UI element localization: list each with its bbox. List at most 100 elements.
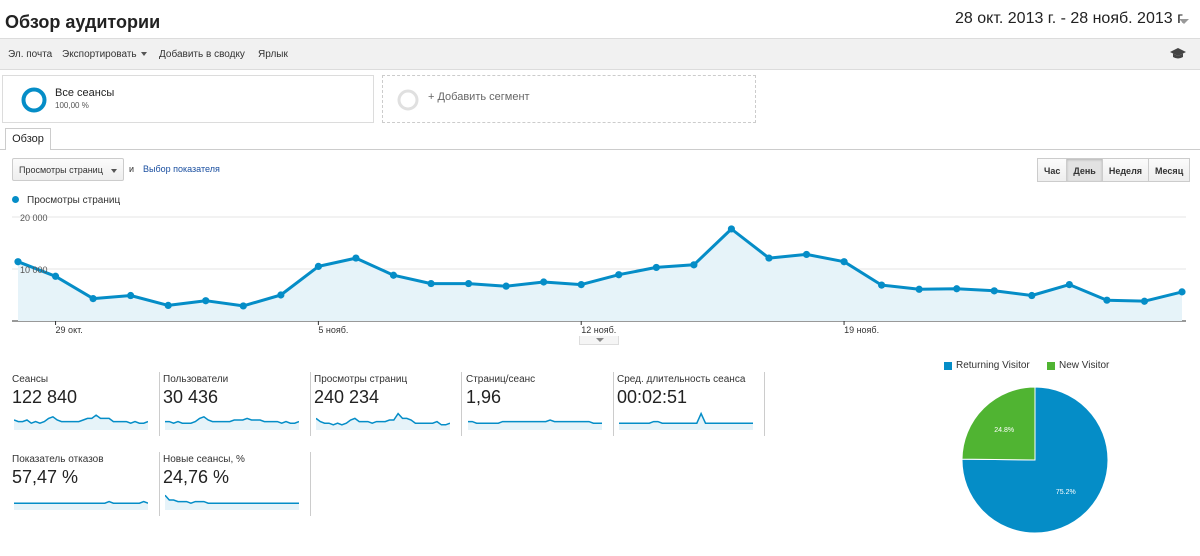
data-point[interactable] bbox=[352, 254, 360, 262]
data-point[interactable] bbox=[1028, 291, 1036, 300]
data-point[interactable] bbox=[14, 258, 22, 266]
add-to-dashboard-button[interactable]: Добавить в сводку bbox=[159, 49, 245, 60]
x-tick-label: 5 нояб. bbox=[318, 325, 348, 335]
metric-sparkline bbox=[619, 411, 753, 430]
metric-card-users[interactable]: Пользователи 30 436 bbox=[163, 372, 311, 436]
metric-select-value: Просмотры страниц bbox=[19, 165, 103, 175]
x-tick-label: 19 нояб. bbox=[844, 325, 879, 335]
sparkline-line bbox=[468, 419, 602, 424]
period-day-button[interactable]: День bbox=[1066, 158, 1103, 182]
period-hour-button[interactable]: Час bbox=[1037, 158, 1068, 182]
legend-swatch bbox=[1047, 361, 1055, 370]
tab-overview[interactable]: Обзор bbox=[5, 128, 51, 150]
data-point[interactable] bbox=[1178, 288, 1186, 296]
metric-card-pageviews[interactable]: Просмотры страниц 240 234 bbox=[314, 372, 462, 436]
data-point[interactable] bbox=[690, 261, 698, 269]
legend-swatch bbox=[944, 361, 952, 370]
sparkline-line bbox=[14, 414, 148, 425]
shortcut-button[interactable]: Ярлык bbox=[258, 49, 288, 60]
add-segment-label: + Добавить сегмент bbox=[428, 91, 530, 103]
data-point[interactable] bbox=[127, 291, 135, 300]
email-button[interactable]: Эл. почта bbox=[8, 49, 53, 60]
tab-divider bbox=[0, 149, 1200, 150]
choose-metric-link[interactable]: Выбор показателя bbox=[143, 164, 220, 174]
metric-card-sessions[interactable]: Сеансы 122 840 bbox=[12, 372, 160, 436]
metric-sparkline bbox=[316, 412, 450, 430]
metric-label: Сред. длительность сеанса bbox=[617, 374, 746, 385]
data-point[interactable] bbox=[464, 279, 473, 288]
visitor-type-pie-chart[interactable]: 75.2% 24.8% bbox=[958, 383, 1112, 537]
data-point[interactable] bbox=[1140, 297, 1149, 305]
date-range-picker[interactable]: 28 окт. 2013 г. - 28 нояб. 2013 г. bbox=[950, 6, 1192, 36]
metric-value: 00:02:51 bbox=[617, 387, 688, 407]
period-week-button[interactable]: Неделя bbox=[1101, 158, 1150, 182]
metric-select[interactable]: Просмотры страниц bbox=[12, 158, 124, 181]
data-point[interactable] bbox=[615, 271, 623, 279]
report-toolbar: Эл. почта Экспортировать Добавить в свод… bbox=[0, 38, 1200, 70]
data-point[interactable] bbox=[840, 258, 848, 266]
metric-sparkline bbox=[468, 419, 602, 430]
metric-sparkline bbox=[165, 494, 299, 510]
pie-legend-new[interactable]: New Visitor bbox=[1047, 360, 1109, 371]
data-point[interactable] bbox=[202, 297, 210, 305]
sparkline-fill bbox=[14, 415, 148, 430]
chevron-down-icon bbox=[111, 169, 117, 173]
pie-legend-label: Returning Visitor bbox=[956, 360, 1030, 371]
data-point[interactable] bbox=[540, 278, 548, 286]
data-point[interactable] bbox=[802, 250, 811, 259]
y-tick-label: 20 000 bbox=[20, 213, 48, 223]
pie-legend-returning[interactable]: Returning Visitor bbox=[944, 360, 1030, 371]
metric-sparkline bbox=[14, 414, 148, 430]
segment-all-sessions[interactable]: Все сеансы 100,00 % bbox=[2, 75, 374, 123]
export-button[interactable]: Экспортировать bbox=[62, 49, 147, 60]
data-point[interactable] bbox=[652, 263, 660, 272]
metric-sparkline bbox=[165, 415, 299, 430]
metric-label: Просмотры страниц bbox=[314, 374, 408, 385]
sparkline-line bbox=[165, 494, 299, 504]
data-point[interactable] bbox=[51, 272, 60, 280]
data-point[interactable] bbox=[727, 225, 736, 233]
data-point[interactable] bbox=[389, 271, 398, 279]
sparkline-fill bbox=[619, 413, 753, 430]
pageviews-line-chart[interactable]: 10 000 20 000 29 окт. 5 нояб. 12 нояб. 19 но… bbox=[0, 210, 1200, 336]
chevron-down-icon bbox=[596, 338, 604, 342]
metric-label: Сеансы bbox=[12, 374, 49, 385]
data-point[interactable] bbox=[502, 282, 510, 290]
chart-expand-handle[interactable] bbox=[579, 336, 619, 345]
data-point[interactable] bbox=[164, 301, 172, 309]
data-point[interactable] bbox=[427, 279, 435, 288]
metric-card-new-sessions[interactable]: Новые сеансы, % 24,76 % bbox=[163, 452, 311, 516]
metric-card-bounce-rate[interactable]: Показатель отказов 57,47 % bbox=[12, 452, 160, 516]
data-point[interactable] bbox=[953, 285, 961, 293]
metric-label: Страниц/сеанс bbox=[466, 374, 536, 385]
metric-card-pages-per-session[interactable]: Страниц/сеанс 1,96 bbox=[466, 372, 614, 436]
data-point[interactable] bbox=[89, 295, 97, 303]
data-point[interactable] bbox=[990, 287, 998, 295]
date-range-label: 28 окт. 2013 г. - 28 нояб. 2013 г. bbox=[955, 10, 1186, 27]
data-point[interactable] bbox=[765, 254, 773, 262]
data-point[interactable] bbox=[1065, 281, 1073, 289]
data-point[interactable] bbox=[878, 281, 886, 289]
and-label: и bbox=[129, 164, 135, 174]
pie-slice[interactable] bbox=[961, 386, 1109, 534]
metric-card-avg-session-duration[interactable]: Сред. длительность сеанса 00:02:51 bbox=[617, 372, 765, 436]
sparkline-line bbox=[165, 415, 299, 425]
graduation-cap-icon[interactable] bbox=[1170, 48, 1186, 60]
metric-value: 122 840 bbox=[12, 387, 78, 407]
chevron-down-icon bbox=[140, 52, 147, 57]
metric-value: 57,47 % bbox=[12, 467, 79, 487]
data-point[interactable] bbox=[1103, 296, 1111, 304]
metric-label: Новые сеансы, % bbox=[163, 454, 245, 465]
data-point[interactable] bbox=[314, 262, 322, 270]
data-point[interactable] bbox=[239, 302, 247, 310]
segment-name: Все сеансы bbox=[55, 87, 115, 99]
data-point[interactable] bbox=[577, 281, 585, 289]
data-point[interactable] bbox=[277, 291, 285, 299]
x-tick-label: 12 нояб. bbox=[581, 325, 616, 335]
period-month-button[interactable]: Месяц bbox=[1148, 158, 1191, 182]
segment-percent: 100,00 % bbox=[55, 101, 89, 110]
y-tick-label: 10 000 bbox=[20, 265, 48, 275]
data-point[interactable] bbox=[915, 285, 923, 293]
pie-slice[interactable] bbox=[961, 386, 1036, 461]
add-segment-button[interactable]: + Добавить сегмент bbox=[382, 75, 756, 123]
